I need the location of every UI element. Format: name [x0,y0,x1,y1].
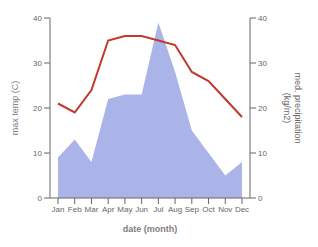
svg-text:Feb: Feb [68,205,82,214]
svg-text:10: 10 [258,149,267,158]
svg-text:30: 30 [33,59,42,68]
svg-text:Apr: Apr [102,205,115,214]
svg-text:date (month): date (month) [123,224,178,234]
svg-text:Jun: Jun [135,205,148,214]
svg-text:Dec: Dec [235,205,249,214]
svg-text:May: May [117,205,132,214]
svg-text:40: 40 [258,14,267,23]
svg-text:0: 0 [38,194,43,203]
svg-text:Sep: Sep [185,205,200,214]
svg-text:Nov: Nov [218,205,232,214]
svg-text:20: 20 [33,104,42,113]
svg-text:20: 20 [258,104,267,113]
svg-text:Jul: Jul [153,205,163,214]
svg-text:med. precipitation(kg/m2): med. precipitation(kg/m2) [282,72,303,143]
svg-text:40: 40 [33,14,42,23]
svg-text:Jan: Jan [52,205,65,214]
svg-text:30: 30 [258,59,267,68]
svg-text:max temp (C): max temp (C) [10,81,20,136]
svg-text:Mar: Mar [85,205,99,214]
svg-text:Oct: Oct [202,205,215,214]
svg-text:Aug: Aug [168,205,182,214]
svg-text:0: 0 [258,194,263,203]
svg-text:10: 10 [33,149,42,158]
